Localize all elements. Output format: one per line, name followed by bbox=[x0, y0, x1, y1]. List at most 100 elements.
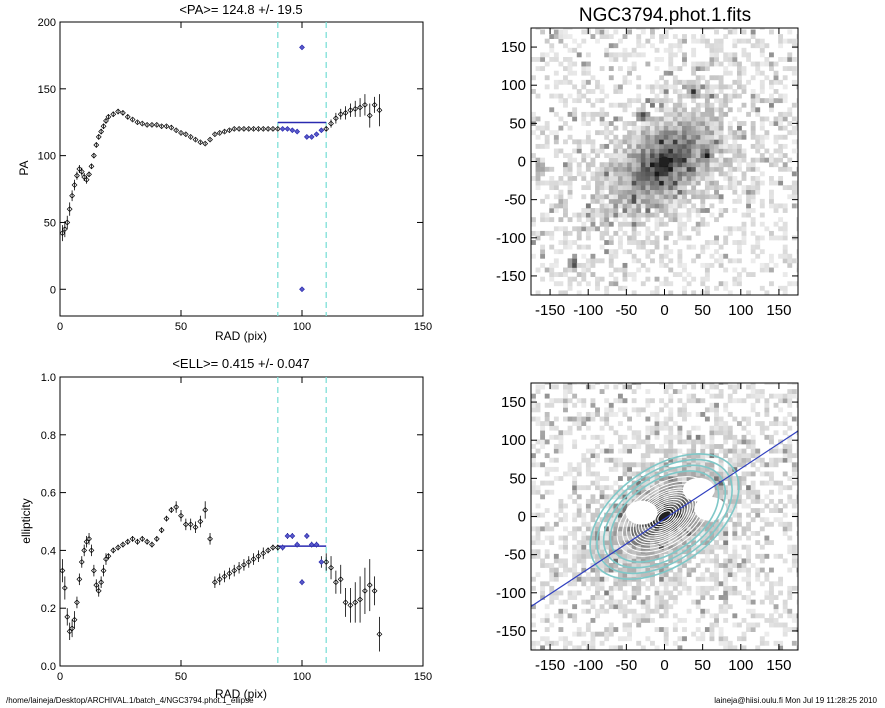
img-bot-isophote-ellipse bbox=[643, 498, 686, 535]
pa-data-point bbox=[153, 122, 160, 128]
img-bot-isophote-ellipse bbox=[654, 508, 675, 525]
ell-data-point bbox=[93, 582, 100, 588]
pa-data-point bbox=[86, 171, 92, 178]
pa-data-point bbox=[182, 131, 189, 138]
pa-data-point bbox=[366, 112, 373, 119]
img-bot-isophote-ellipse bbox=[622, 480, 707, 553]
ell-x-tick-label: 0 bbox=[57, 671, 63, 683]
img-top-x-tick-label: -50 bbox=[616, 302, 638, 319]
ell-data-point bbox=[245, 559, 252, 565]
img-top-y-tick-label: 100 bbox=[501, 77, 526, 94]
ell-data-point bbox=[134, 538, 141, 545]
img-top-y-tick-label: -150 bbox=[496, 268, 526, 285]
ell-data-point bbox=[274, 544, 281, 551]
ell-data-point bbox=[59, 567, 66, 574]
ell-data-point bbox=[95, 587, 102, 594]
pa-data-point bbox=[255, 126, 262, 132]
pa-data-point bbox=[149, 122, 155, 128]
ell-data-point bbox=[129, 535, 136, 542]
img-bot-x-tick-label: 150 bbox=[766, 657, 791, 674]
pa-data-point bbox=[299, 286, 305, 293]
img-bot-isophote-ellipse bbox=[651, 505, 678, 528]
img-bot-isophote-ellipse bbox=[626, 484, 703, 549]
ell-data-point bbox=[250, 556, 257, 562]
pa-data-point bbox=[95, 134, 102, 140]
img-bot-x-tick-label: 50 bbox=[694, 657, 711, 674]
ell-data-point bbox=[265, 547, 272, 554]
pa-data-point bbox=[144, 122, 151, 128]
pa-data-point bbox=[105, 113, 112, 120]
pa-data-point bbox=[274, 126, 281, 132]
ell-data-point bbox=[202, 507, 209, 513]
pa-x-tick-label: 0 bbox=[57, 321, 63, 333]
pa-data-point bbox=[115, 108, 121, 115]
img-bot-y-tick-label: 50 bbox=[509, 470, 526, 487]
pa-data-point bbox=[332, 115, 339, 122]
img-bot-isophote-ellipse bbox=[630, 487, 699, 546]
galaxy-image-panel: NGC3794.phot.1.fits -150 -100 -50 0 50 100 150… bbox=[496, 5, 799, 319]
ell-data-point bbox=[158, 527, 165, 534]
pa-data-point bbox=[74, 172, 80, 179]
pa-data-point bbox=[284, 126, 291, 132]
pa-data-point bbox=[158, 123, 165, 130]
image-title: NGC3794.phot.1.fits bbox=[579, 5, 751, 26]
pa-y-tick-label: 0 bbox=[50, 284, 56, 296]
pa-data-point bbox=[90, 152, 97, 159]
pa-data-point bbox=[110, 111, 117, 118]
pa-data-point bbox=[100, 123, 107, 130]
ell-data-point bbox=[110, 547, 117, 554]
pa-data-point bbox=[328, 120, 334, 127]
ell-data-point bbox=[163, 515, 170, 522]
pa-data-point bbox=[163, 123, 170, 130]
ell-data-point bbox=[78, 559, 85, 565]
pa-y-tick-label: 100 bbox=[38, 151, 56, 163]
pa-data-point bbox=[299, 44, 305, 51]
ell-data-point bbox=[352, 599, 359, 606]
img-top-y-tick-label: 0 bbox=[518, 154, 526, 171]
ell-data-point bbox=[270, 544, 276, 551]
ell-data-point bbox=[226, 570, 233, 577]
footer-path: /home/laineja/Desktop/ARCHIVAL.1/batch_4… bbox=[6, 696, 254, 705]
pa-y-axis-label: PA bbox=[17, 160, 31, 175]
img-bot-isophote-ellipse bbox=[646, 501, 683, 532]
pa-data-point bbox=[313, 131, 320, 138]
img-bot-x-tick-label: -100 bbox=[573, 657, 603, 674]
img-bot-isophote-ellipse bbox=[649, 503, 680, 530]
pa-data-point bbox=[362, 101, 368, 108]
ell-data-point bbox=[299, 579, 305, 586]
img-top-x-tick-label: -100 bbox=[573, 302, 603, 319]
pa-data-point bbox=[303, 134, 310, 140]
ell-data-point bbox=[187, 521, 194, 528]
img-bot-x-tick-label: -150 bbox=[535, 657, 565, 674]
img-bot-isophote-ellipse bbox=[638, 494, 691, 539]
ell-data-point bbox=[197, 518, 204, 525]
footer-timestamp: laineja@hiisi.oulu.fi Mon Jul 19 11:28:2… bbox=[714, 696, 877, 705]
ell-data-point bbox=[69, 625, 75, 632]
ell-data-point bbox=[332, 579, 339, 586]
img-top-y-tick-label: 150 bbox=[501, 39, 526, 56]
pa-data-point bbox=[83, 176, 90, 183]
galaxy-contour-panel: -150 -100 -50 0 50 100 150 -150 -100 -50 0 50 100 150 bbox=[496, 382, 799, 674]
pa-plot-title: <PA>= 124.8 +/- 19.5 bbox=[179, 2, 302, 17]
ell-data-point bbox=[207, 535, 213, 542]
img-top-y-tick-label: -100 bbox=[496, 230, 526, 247]
img-top-x-tick-label: 100 bbox=[728, 302, 753, 319]
ell-y-tick-label: 0.6 bbox=[41, 488, 56, 500]
img-bot-y-tick-label: 0 bbox=[518, 509, 526, 526]
img-top-x-tick-label: 0 bbox=[660, 302, 668, 319]
ell-data-point bbox=[357, 596, 363, 603]
ell-data-point bbox=[88, 547, 95, 554]
pa-x-tick-label: 100 bbox=[293, 321, 311, 333]
ellipticity-profile-plot: <ELL>= 0.415 +/- 0.047 RAD (pix) ellipti… bbox=[19, 356, 432, 701]
pa-data-point bbox=[342, 109, 349, 116]
ell-plot-frame bbox=[59, 376, 424, 667]
pa-data-point bbox=[241, 126, 247, 132]
pa-data-point bbox=[221, 128, 228, 135]
pa-data-point bbox=[376, 107, 383, 114]
img-top-x-tick-label: -150 bbox=[535, 302, 565, 319]
ell-data-point bbox=[303, 533, 310, 539]
ell-y-tick-label: 0.4 bbox=[41, 545, 56, 557]
ell-data-point bbox=[308, 541, 315, 548]
pa-data-point bbox=[124, 113, 131, 120]
